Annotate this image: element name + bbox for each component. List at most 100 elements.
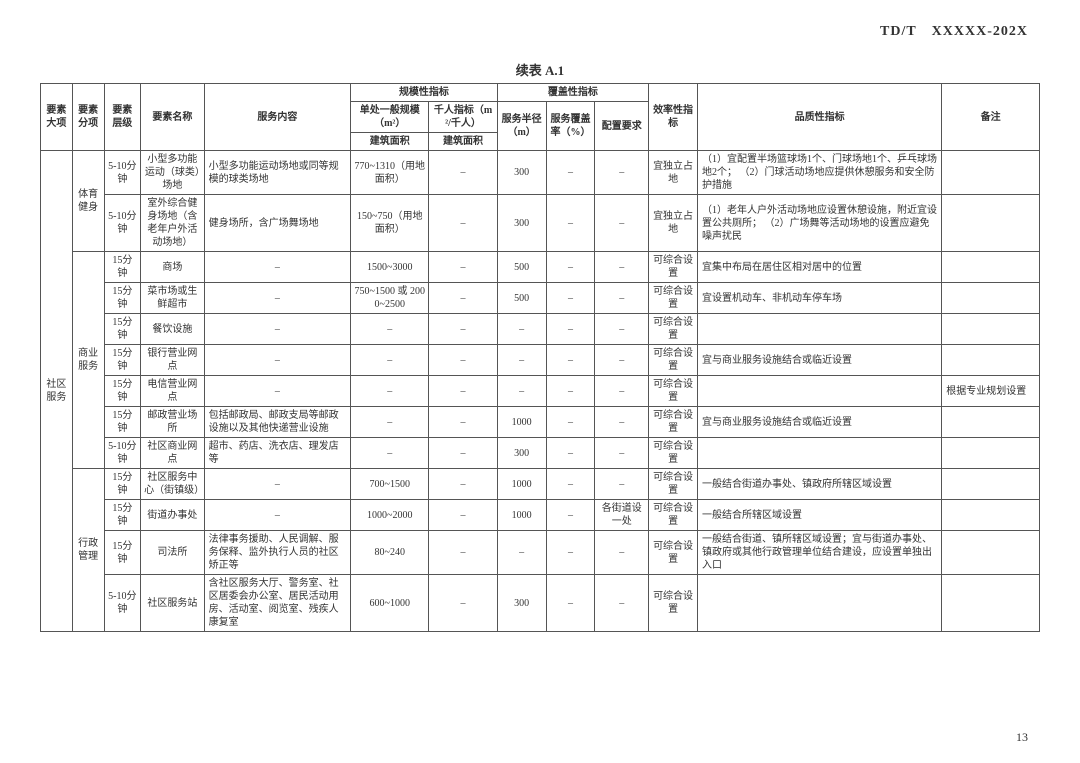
table-cell: –: [546, 469, 595, 500]
table-cell: –: [595, 376, 649, 407]
table-cell: 可综合设置: [649, 345, 698, 376]
table-cell: –: [595, 314, 649, 345]
table-cell: 700~1500: [351, 469, 429, 500]
table-cell: –: [546, 500, 595, 531]
table-cell: –: [204, 469, 351, 500]
table-cell: 600~1000: [351, 575, 429, 632]
table-cell: 宜与商业服务设施结合或临近设置: [697, 407, 941, 438]
table-row: 15分钟司法所法律事务援助、人民调解、服务保释、监外执行人员的社区矫正等80~2…: [41, 531, 1040, 575]
table-row: 商业服务15分钟商场–1500~3000–500––可综合设置宜集中布局在居住区…: [41, 252, 1040, 283]
table-cell: –: [351, 438, 429, 469]
table-cell: –: [546, 407, 595, 438]
table-cell: 根据专业规划设置: [942, 376, 1040, 407]
table-row: 15分钟电信营业网点––––––可综合设置根据专业规划设置: [41, 376, 1040, 407]
th-fugailv: 服务覆盖率（%）: [546, 102, 595, 151]
table-cell: –: [351, 407, 429, 438]
table-cell: 一般结合街道办事处、镇政府所辖区域设置: [697, 469, 941, 500]
th-pinzhi: 品质性指标: [697, 84, 941, 151]
document-page: TD/T XXXXX-202X 续表 A.1 要素大项 要素分项 要素层级 要素…: [0, 0, 1080, 763]
th-qianren: 千人指标（m²/千人）: [429, 102, 497, 133]
table-cell: 可综合设置: [649, 252, 698, 283]
table-cell: –: [204, 376, 351, 407]
th-peizhi: 配置要求: [595, 102, 649, 151]
table-cell: –: [429, 151, 497, 195]
th-fugai-group: 覆盖性指标: [497, 84, 648, 102]
table-cell: [942, 252, 1040, 283]
table-row: 社区服务体育健身5-10分钟小型多功能运动（球类）场地小型多功能运动场地或同等规…: [41, 151, 1040, 195]
table-cell: 街道办事处: [141, 500, 205, 531]
table-cell: 1000: [497, 500, 546, 531]
table-cell: 5-10分钟: [104, 438, 141, 469]
table-cell: –: [595, 575, 649, 632]
table-cell: 社区商业网点: [141, 438, 205, 469]
th-jianzhu2: 建筑面积: [429, 133, 497, 151]
table-cell: –: [595, 438, 649, 469]
table-cell: 500: [497, 252, 546, 283]
table-cell: –: [497, 376, 546, 407]
table-row: 15分钟餐饮设施––––––可综合设置: [41, 314, 1040, 345]
table-cell: 一般结合街道、镇所辖区域设置；宜与街道办事处、镇政府或其他行政管理单位结合建设，…: [697, 531, 941, 575]
table-title: 续表 A.1: [40, 60, 1040, 79]
table-cell: 银行营业网点: [141, 345, 205, 376]
table-cell: –: [546, 438, 595, 469]
table-cell: 社区服务中心（街镇级）: [141, 469, 205, 500]
table-cell: 法律事务援助、人民调解、服务保释、监外执行人员的社区矫正等: [204, 531, 351, 575]
table-cell: [942, 345, 1040, 376]
table-cell: –: [204, 500, 351, 531]
table-cell: –: [429, 407, 497, 438]
table-cell: 15分钟: [104, 531, 141, 575]
table-cell: –: [546, 252, 595, 283]
table-cell: –: [546, 314, 595, 345]
table-cell: 可综合设置: [649, 575, 698, 632]
table-cell: –: [595, 252, 649, 283]
table-cell: –: [351, 376, 429, 407]
table-cell: 150~750（用地面积）: [351, 195, 429, 252]
table-cell: –: [429, 195, 497, 252]
table-cell: –: [204, 314, 351, 345]
table-cell: 15分钟: [104, 345, 141, 376]
table-cell: 行政管理: [72, 469, 104, 632]
table-cell: 15分钟: [104, 407, 141, 438]
page-number: 13: [1016, 730, 1028, 745]
table-cell: –: [595, 283, 649, 314]
table-cell: 15分钟: [104, 469, 141, 500]
table-cell: 商场: [141, 252, 205, 283]
table-cell: 宜独立占地: [649, 151, 698, 195]
table-cell: 社区服务站: [141, 575, 205, 632]
table-cell: 80~240: [351, 531, 429, 575]
table-cell: 宜独立占地: [649, 195, 698, 252]
table-row: 15分钟街道办事处–1000~2000–1000–各街道设一处可综合设置一般结合…: [41, 500, 1040, 531]
table-cell: 一般结合所辖区域设置: [697, 500, 941, 531]
table-cell: 电信营业网点: [141, 376, 205, 407]
table-cell: 可综合设置: [649, 500, 698, 531]
th-danchu: 单处一般规模（m²）: [351, 102, 429, 133]
table-cell: 健身场所，含广场舞场地: [204, 195, 351, 252]
table-cell: –: [497, 345, 546, 376]
th-neirong: 服务内容: [204, 84, 351, 151]
table-cell: [942, 195, 1040, 252]
table-cell: –: [204, 283, 351, 314]
table-cell: 15分钟: [104, 376, 141, 407]
table-row: 15分钟邮政营业场所包括邮政局、邮政支局等邮政设施以及其他快递营业设施––100…: [41, 407, 1040, 438]
table-cell: 500: [497, 283, 546, 314]
table-cell: –: [204, 345, 351, 376]
table-cell: –: [546, 283, 595, 314]
table-cell: （1）老年人户外活动场地应设置休憩设施，附近宜设置公共厕所； （2）广场舞等活动…: [697, 195, 941, 252]
table-cell: [942, 283, 1040, 314]
table-cell: –: [429, 531, 497, 575]
table-cell: [942, 575, 1040, 632]
table-cell: –: [546, 151, 595, 195]
table-cell: 司法所: [141, 531, 205, 575]
table-cell: [942, 151, 1040, 195]
table-cell: 可综合设置: [649, 469, 698, 500]
table-cell: –: [429, 376, 497, 407]
table-cell: 15分钟: [104, 314, 141, 345]
table-cell: –: [595, 345, 649, 376]
table-cell: 餐饮设施: [141, 314, 205, 345]
table-cell: 1000: [497, 469, 546, 500]
th-banjing: 服务半径（m）: [497, 102, 546, 151]
table-cell: 宜设置机动车、非机动车停车场: [697, 283, 941, 314]
table-cell: （1）宜配置半场篮球场1个、门球场地1个、乒乓球场地2个； （2）门球活动场地应…: [697, 151, 941, 195]
table-row: 15分钟菜市场或生鲜超市–750~1500 或 2000~2500–500––可…: [41, 283, 1040, 314]
table-cell: –: [497, 531, 546, 575]
